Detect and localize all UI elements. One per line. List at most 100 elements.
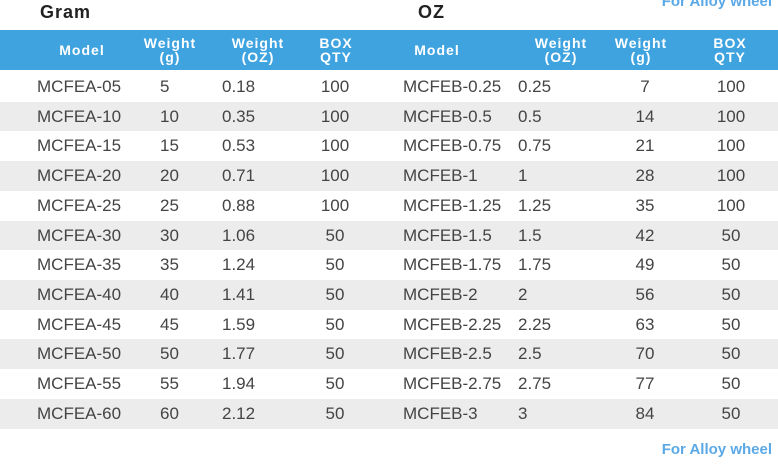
table-cell: MCFEB-0.25 xyxy=(403,77,502,96)
table-cell: MCFEA-05 xyxy=(37,77,122,96)
table-row: MCFEA-50 50 1.77 50 MCFEB-2.5 2.5 70 50 xyxy=(0,339,778,370)
table-cell: MCFEA-45 xyxy=(37,314,122,334)
table-cell: 50 xyxy=(160,344,179,364)
table-cell: MCFEA-15 xyxy=(37,136,122,156)
header-cell: Weight (OZ) xyxy=(535,36,587,64)
table-row: MCFEA-40 40 1.41 50 MCFEB-2 2 56 50 xyxy=(0,279,778,310)
table-cell: MCFEB-1.25 xyxy=(403,195,502,215)
table-cell: 50 xyxy=(325,225,345,245)
table-cell: 50 xyxy=(325,374,345,393)
table-cell: MCFEB-2.75 xyxy=(403,374,502,393)
table-cell: 30 xyxy=(160,225,179,245)
table-row: MCFEA-15 15 0.53 100 MCFEB-0.75 0.75 21 100 xyxy=(0,131,778,162)
table-cell: 0.35 xyxy=(222,106,256,126)
table-cell: 1.94 xyxy=(222,374,256,393)
table-row: MCFEA-10 10 0.35 100 MCFEB-0.5 0.5 14 100 xyxy=(0,101,778,132)
table-cell: 1 xyxy=(518,166,528,186)
table-row: MCFEA-25 25 0.88 100 MCFEB-1.25 1.25 35 100 xyxy=(0,190,778,221)
header-cell: Model xyxy=(414,43,459,57)
table-cell: MCFEB-2 xyxy=(403,284,478,304)
table-cell: 50 xyxy=(721,255,741,275)
table-cell: 0.25 xyxy=(518,77,552,96)
table-cell: 0.53 xyxy=(222,136,256,156)
header-text: Weight xyxy=(231,35,285,51)
table-cell: MCFEB-1.5 xyxy=(403,225,492,245)
table-cell: 100 xyxy=(716,136,746,156)
table-cell: 7 xyxy=(640,77,650,96)
table-cell: 49 xyxy=(635,255,655,275)
table-cell: 2.5 xyxy=(518,344,542,364)
table-cell: 2.12 xyxy=(222,403,256,423)
top-note: For Alloy wheel xyxy=(661,0,772,10)
table-cell: MCFEA-60 xyxy=(37,403,122,423)
gram-label: Gram xyxy=(40,2,92,22)
table-row: MCFEA-55 55 1.94 50 MCFEB-2.75 2.75 77 50 xyxy=(0,369,778,399)
table-cell: 50 xyxy=(721,374,741,393)
table-cell: 100 xyxy=(716,77,746,96)
header-text: BOX xyxy=(319,35,353,51)
table-cell: 28 xyxy=(635,166,655,186)
table-cell: 100 xyxy=(320,77,350,96)
table-cell: MCFEA-25 xyxy=(37,195,122,215)
table-cell: 70 xyxy=(635,344,655,364)
header-cell: BOX QTY xyxy=(713,36,746,64)
table-row: MCFEA-20 20 0.71 100 MCFEB-1 1 28 100 xyxy=(0,161,778,192)
table-cell: 1.77 xyxy=(222,344,256,364)
table-cell: 50 xyxy=(721,314,741,334)
table-cell: MCFEA-55 xyxy=(37,374,122,393)
table-cell: 77 xyxy=(635,374,655,393)
table-cell: 50 xyxy=(721,344,741,364)
table-cell: MCFEB-1 xyxy=(403,166,478,186)
table-cell: 1.24 xyxy=(222,255,256,275)
table-cell: MCFEB-0.5 xyxy=(403,106,492,126)
table-row: MCFEA-45 45 1.59 50 MCFEB-2.25 2.25 63 50 xyxy=(0,309,778,340)
table-cell: MCFEB-2.25 xyxy=(403,314,502,334)
header-cell: Weight (g) xyxy=(144,36,196,64)
table-cell: 56 xyxy=(635,284,655,304)
header-text: (OZ) xyxy=(544,49,578,65)
table-cell: 1.75 xyxy=(518,255,552,275)
table-cell: MCFEB-1.75 xyxy=(403,255,502,275)
header-text: Model xyxy=(414,42,460,58)
table-cell: 50 xyxy=(721,403,741,423)
table-cell: 1.25 xyxy=(518,195,552,215)
table-cell: MCFEA-35 xyxy=(37,255,122,275)
table-cell: 50 xyxy=(325,284,345,304)
table-cell: 45 xyxy=(160,314,179,334)
table-cell: 25 xyxy=(160,195,179,215)
table-cell: 0.88 xyxy=(222,195,256,215)
table-row: MCFEA-05 5 0.18 100 MCFEB-0.25 0.25 7 100 xyxy=(0,72,778,102)
table-cell: 5 xyxy=(160,77,170,96)
table-row: MCFEA-35 35 1.24 50 MCFEB-1.75 1.75 49 50 xyxy=(0,250,778,281)
table-cell: 14 xyxy=(635,106,655,126)
table-cell: 0.5 xyxy=(518,106,542,126)
header-cell: BOX QTY xyxy=(319,36,352,64)
table-cell: 3 xyxy=(518,403,528,423)
table-cell: 100 xyxy=(320,195,350,215)
header-text: BOX xyxy=(713,35,747,51)
header-text: Weight xyxy=(534,35,588,51)
table-cell: 35 xyxy=(160,255,179,275)
table-cell: MCFEA-10 xyxy=(37,106,122,126)
table-cell: 50 xyxy=(325,314,345,334)
table-cell: 84 xyxy=(635,403,655,423)
table-cell: MCFEA-50 xyxy=(37,344,122,364)
table-cell: MCFEB-0.75 xyxy=(403,136,502,156)
header-row: Model Weight (g) Weight (OZ) BOX QTY Model Weigh… xyxy=(0,30,778,70)
table-cell: MCFEB-2.5 xyxy=(403,344,492,364)
table-cell: MCFEA-30 xyxy=(37,225,122,245)
table-cell: 1.59 xyxy=(222,314,256,334)
header-text: (OZ) xyxy=(241,49,275,65)
header-text: (g) xyxy=(159,49,181,65)
table-cell: 63 xyxy=(635,314,655,334)
header-text: QTY xyxy=(320,49,352,65)
table-cell: 42 xyxy=(635,225,655,245)
table-row: MCFEA-60 60 2.12 50 MCFEB-3 3 84 50 xyxy=(0,398,778,429)
table-cell: 0.71 xyxy=(222,166,256,186)
table-cell: MCFEA-40 xyxy=(37,284,122,304)
header-cell: Weight (OZ) xyxy=(232,36,284,64)
table-cell: 100 xyxy=(716,166,746,186)
table-cell: 1.06 xyxy=(222,225,256,245)
header-cell: Model xyxy=(59,43,104,57)
